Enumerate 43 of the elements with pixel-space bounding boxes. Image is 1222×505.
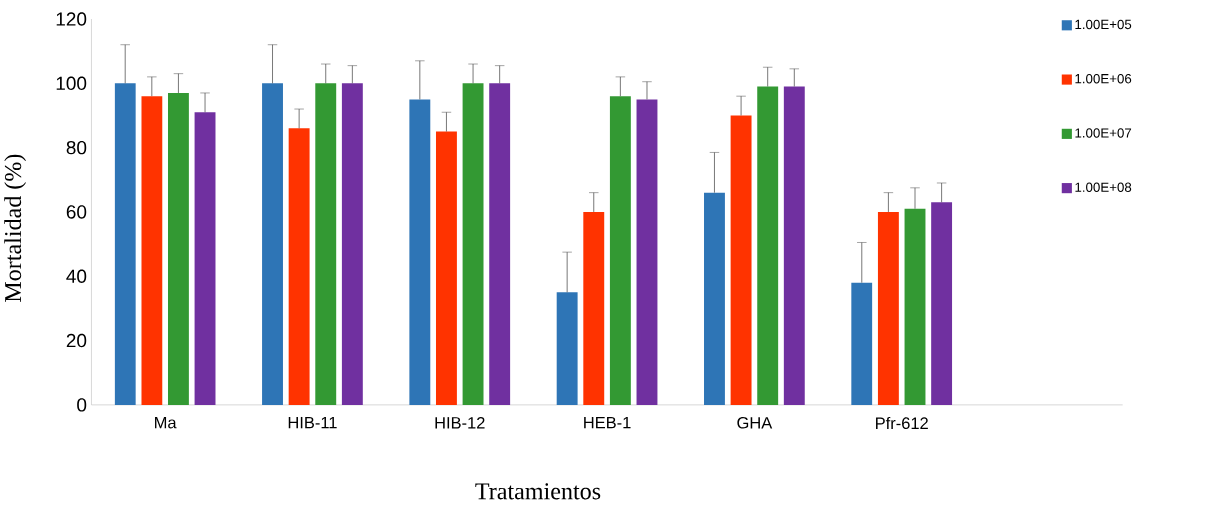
y-tick-label: 80 <box>66 141 87 155</box>
bar <box>904 208 926 406</box>
y-tick-label: 40 <box>66 269 87 284</box>
bar <box>783 86 805 406</box>
bar <box>262 83 283 406</box>
bar <box>315 83 337 406</box>
bar <box>435 131 457 406</box>
bar <box>877 212 899 406</box>
y-tick-label: 120 <box>56 12 87 26</box>
bar <box>931 202 953 406</box>
bar <box>462 83 484 406</box>
bar <box>194 112 216 406</box>
bar <box>757 86 779 406</box>
legend-label: 1.00E+06 <box>1075 74 1132 84</box>
y-tick-label: 20 <box>66 333 87 348</box>
legend-label: 1.00E+05 <box>1075 19 1132 30</box>
legend-label: 1.00E+07 <box>1075 128 1132 138</box>
x-tick-label: HEB-1 <box>584 417 631 429</box>
x-tick-label: GHA <box>737 417 773 429</box>
bar <box>583 212 605 406</box>
bar <box>556 292 578 406</box>
bar <box>851 282 873 406</box>
bar <box>636 99 658 406</box>
y-tick-label: 60 <box>66 205 87 219</box>
bar <box>288 128 310 406</box>
bar <box>609 96 631 406</box>
bar <box>167 93 189 406</box>
y-axis-title: Mortalidad (%) <box>4 154 27 303</box>
bar <box>704 192 725 406</box>
bar <box>141 96 163 406</box>
bar <box>409 99 431 406</box>
legend-label: 1.00E+08 <box>1075 182 1132 193</box>
bar <box>341 83 363 406</box>
x-axis-title: Tratamientos <box>475 483 601 500</box>
y-tick-label: 100 <box>56 76 87 91</box>
bar <box>114 83 136 406</box>
y-tick-label: 0 <box>77 398 87 412</box>
x-tick-label: HIB-11 <box>288 417 337 429</box>
x-tick-label: Ma <box>155 417 177 429</box>
bar <box>730 115 752 406</box>
x-tick-label: Pfr-612 <box>876 417 928 430</box>
x-tick-label: HIB-12 <box>435 417 485 429</box>
bar <box>489 83 511 406</box>
